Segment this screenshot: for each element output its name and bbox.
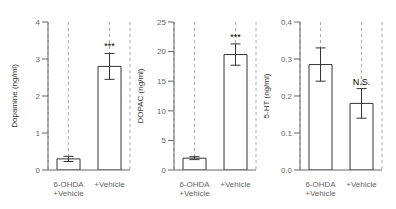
svg-text:0: 0 xyxy=(162,166,167,175)
svg-text:1: 1 xyxy=(36,129,41,138)
svg-text:3: 3 xyxy=(36,55,41,64)
svg-text:6-OHDA+Vehicle: 6-OHDA+Vehicle xyxy=(179,180,210,198)
svg-text:0.0: 0.0 xyxy=(281,166,293,175)
svg-text:2: 2 xyxy=(36,92,41,101)
svg-text:0: 0 xyxy=(36,166,41,175)
svg-text:0.3: 0.3 xyxy=(281,55,293,64)
svg-text:Dopamine (ng/ml): Dopamine (ng/ml) xyxy=(10,64,19,128)
svg-text:5: 5 xyxy=(162,136,167,145)
svg-text:***: *** xyxy=(230,32,241,42)
svg-text:DOPAC (ng/ml): DOPAC (ng/ml) xyxy=(136,68,145,123)
svg-text:***: *** xyxy=(104,41,115,51)
svg-text:0.2: 0.2 xyxy=(281,92,293,101)
svg-text:+Vehicle: +Vehicle xyxy=(94,180,125,189)
svg-text:6-OHDA+Vehicle: 6-OHDA+Vehicle xyxy=(305,180,336,198)
svg-text:10: 10 xyxy=(157,107,166,116)
svg-text:20: 20 xyxy=(157,47,166,56)
svg-text:6-OHDA+Vehicle: 6-OHDA+Vehicle xyxy=(53,180,84,198)
svg-text:5-HT (ng/ml): 5-HT (ng/ml) xyxy=(262,73,271,118)
svg-text:+Vehicle: +Vehicle xyxy=(346,180,377,189)
svg-text:0.4: 0.4 xyxy=(281,18,293,27)
svg-text:15: 15 xyxy=(157,77,166,86)
svg-text:0.1: 0.1 xyxy=(281,129,293,138)
svg-text:+Vehicle: +Vehicle xyxy=(220,180,251,189)
svg-text:25: 25 xyxy=(157,18,166,27)
svg-text:4: 4 xyxy=(36,18,41,27)
svg-text:N.S.: N.S. xyxy=(353,77,371,87)
